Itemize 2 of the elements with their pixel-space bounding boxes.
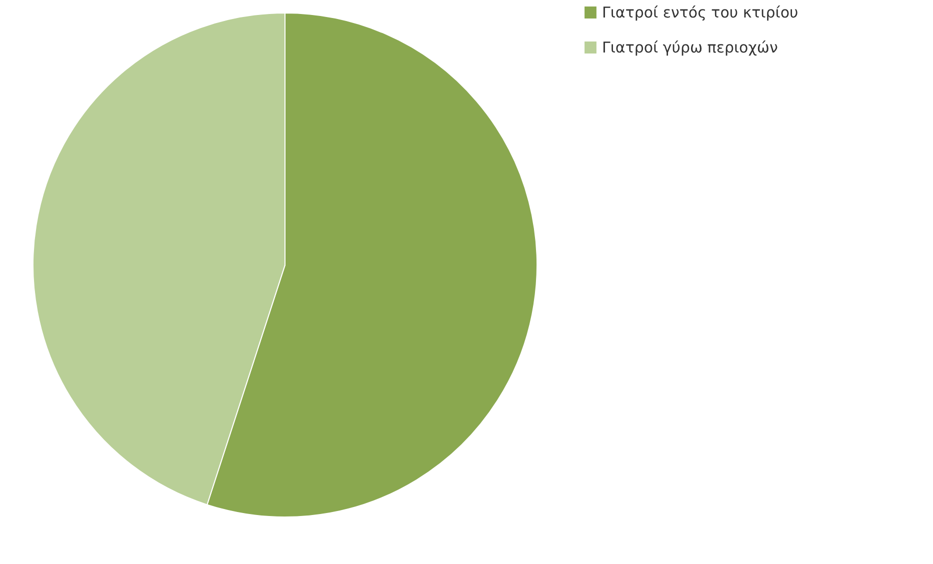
legend-label: Γιατροί γύρω περιοχών [602,38,778,56]
legend-label: Γιατροί εντός του κτιρίου [602,4,798,22]
